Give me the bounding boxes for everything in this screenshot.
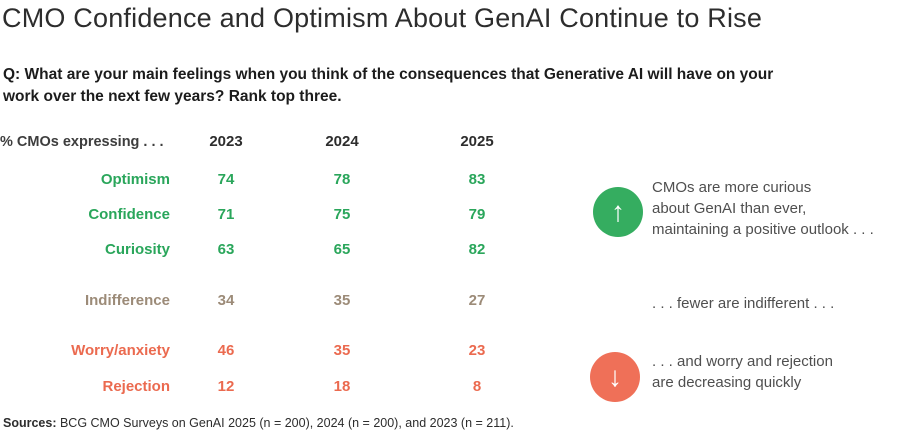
up-arrow-circle-icon: ↑ [593, 187, 643, 237]
row-label: Worry/anxiety [71, 342, 170, 359]
column-header-2024: 2024 [325, 133, 359, 150]
annotation-positive: CMOs are more curious about GenAI than e… [652, 179, 874, 238]
annotation-negative: . . . and worry and rejection are decrea… [652, 353, 833, 391]
table-row-confidence: Confidence 71 75 79 [0, 205, 552, 225]
value-cell: 71 [217, 206, 235, 223]
table-row-rejection: Rejection 12 18 8 [0, 377, 552, 397]
value-cell: 79 [468, 206, 486, 223]
value-cell: 18 [333, 378, 351, 395]
value-cell: 83 [468, 171, 486, 188]
row-label: Optimism [100, 171, 170, 188]
sources-text: BCG CMO Surveys on GenAI 2025 (n = 200),… [56, 416, 514, 430]
table-row-indifference: Indifference 34 35 27 [0, 291, 552, 311]
table-unit-label: % CMOs expressing . . . [0, 134, 164, 150]
value-cell: 27 [468, 292, 486, 309]
annotation-neutral: . . . fewer are indifferent . . . [652, 295, 835, 312]
value-cell: 74 [217, 171, 235, 188]
column-header-2025: 2025 [460, 133, 494, 150]
value-cell: 78 [333, 171, 351, 188]
page-title: CMO Confidence and Optimism About GenAI … [2, 3, 763, 33]
column-header-2023: 2023 [209, 133, 243, 150]
up-arrow-glyph: ↑ [611, 196, 625, 227]
value-cell: 75 [333, 206, 351, 223]
value-cell: 12 [217, 378, 235, 395]
row-label: Indifference [84, 292, 170, 309]
table-row-optimism: Optimism 74 78 83 [0, 170, 552, 190]
sources-note: Sources: BCG CMO Surveys on GenAI 2025 (… [3, 416, 514, 430]
table-header-row: % CMOs expressing . . . 2023 2024 2025 [0, 132, 552, 152]
value-cell: 63 [217, 241, 235, 258]
feelings-table: % CMOs expressing . . . 2023 2024 2025 O… [0, 132, 552, 397]
down-arrow-circle-icon: ↓ [590, 352, 640, 402]
question-text: Q: What are your main feelings when you … [3, 66, 774, 105]
value-cell: 82 [468, 241, 486, 258]
value-cell: 34 [217, 292, 235, 309]
value-cell: 35 [333, 292, 351, 309]
table-row-curiosity: Curiosity 63 65 82 [0, 240, 552, 260]
row-label: Curiosity [104, 241, 170, 258]
sources-label: Sources: [3, 416, 57, 430]
value-cell: 35 [333, 342, 351, 359]
table-row-worry-anxiety: Worry/anxiety 46 35 23 [0, 341, 552, 361]
down-arrow-glyph: ↓ [608, 361, 622, 392]
value-cell: 23 [468, 342, 486, 359]
value-cell: 65 [333, 241, 351, 258]
row-label: Confidence [88, 206, 170, 223]
row-label: Rejection [102, 378, 170, 395]
value-cell: 46 [217, 342, 235, 359]
value-cell: 8 [472, 378, 482, 395]
